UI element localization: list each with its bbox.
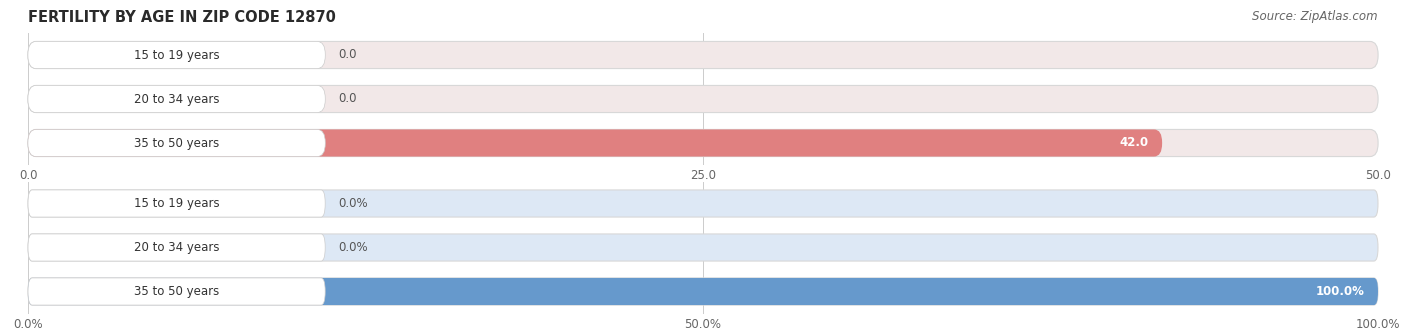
- FancyBboxPatch shape: [28, 278, 1378, 305]
- FancyBboxPatch shape: [28, 129, 325, 156]
- FancyBboxPatch shape: [28, 42, 1378, 69]
- Text: 42.0: 42.0: [1119, 137, 1149, 149]
- FancyBboxPatch shape: [28, 190, 1378, 217]
- FancyBboxPatch shape: [28, 42, 325, 69]
- FancyBboxPatch shape: [28, 234, 1378, 261]
- Text: FERTILITY BY AGE IN ZIP CODE 12870: FERTILITY BY AGE IN ZIP CODE 12870: [28, 10, 336, 25]
- FancyBboxPatch shape: [28, 278, 325, 305]
- Text: 100.0%: 100.0%: [1316, 285, 1364, 298]
- Text: 15 to 19 years: 15 to 19 years: [134, 49, 219, 61]
- FancyBboxPatch shape: [28, 278, 1378, 305]
- FancyBboxPatch shape: [28, 129, 1378, 156]
- Text: 0.0%: 0.0%: [339, 197, 368, 210]
- Text: 20 to 34 years: 20 to 34 years: [134, 241, 219, 254]
- Text: 0.0: 0.0: [339, 92, 357, 106]
- Text: 0.0: 0.0: [339, 49, 357, 61]
- FancyBboxPatch shape: [28, 129, 1163, 156]
- Text: 35 to 50 years: 35 to 50 years: [134, 137, 219, 149]
- FancyBboxPatch shape: [28, 85, 325, 113]
- FancyBboxPatch shape: [28, 85, 1378, 113]
- FancyBboxPatch shape: [28, 190, 325, 217]
- Text: 0.0%: 0.0%: [339, 241, 368, 254]
- Text: 20 to 34 years: 20 to 34 years: [134, 92, 219, 106]
- Text: Source: ZipAtlas.com: Source: ZipAtlas.com: [1253, 10, 1378, 23]
- Text: 15 to 19 years: 15 to 19 years: [134, 197, 219, 210]
- FancyBboxPatch shape: [28, 234, 325, 261]
- Text: 35 to 50 years: 35 to 50 years: [134, 285, 219, 298]
